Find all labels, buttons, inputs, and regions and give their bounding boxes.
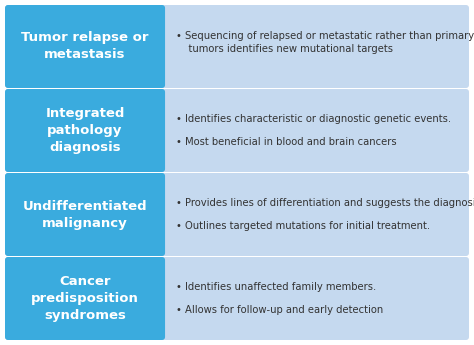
FancyBboxPatch shape [5, 5, 469, 88]
Text: • Identifies unaffected family members.: • Identifies unaffected family members. [176, 282, 376, 292]
FancyBboxPatch shape [5, 5, 165, 88]
Text: Tumor relapse or
metastasis: Tumor relapse or metastasis [21, 31, 149, 61]
Text: • Sequencing of relapsed or metastatic rather than primary
    tumors identifies: • Sequencing of relapsed or metastatic r… [176, 31, 474, 54]
FancyBboxPatch shape [5, 173, 469, 256]
Text: • Allows for follow-up and early detection: • Allows for follow-up and early detecti… [176, 305, 383, 315]
Text: • Outlines targeted mutations for initial treatment.: • Outlines targeted mutations for initia… [176, 221, 430, 231]
Text: Undifferentiated
malignancy: Undifferentiated malignancy [23, 199, 147, 229]
FancyBboxPatch shape [5, 257, 469, 340]
Text: • Most beneficial in blood and brain cancers: • Most beneficial in blood and brain can… [176, 137, 397, 147]
FancyBboxPatch shape [5, 89, 469, 172]
Text: • Provides lines of differentiation and suggests the diagnosis.: • Provides lines of differentiation and … [176, 198, 474, 208]
Text: • Identifies characteristic or diagnostic genetic events.: • Identifies characteristic or diagnosti… [176, 114, 451, 124]
FancyBboxPatch shape [5, 257, 165, 340]
FancyBboxPatch shape [5, 89, 165, 172]
Text: Cancer
predisposition
syndromes: Cancer predisposition syndromes [31, 275, 139, 322]
Text: Integrated
pathology
diagnosis: Integrated pathology diagnosis [46, 107, 125, 154]
FancyBboxPatch shape [5, 173, 165, 256]
